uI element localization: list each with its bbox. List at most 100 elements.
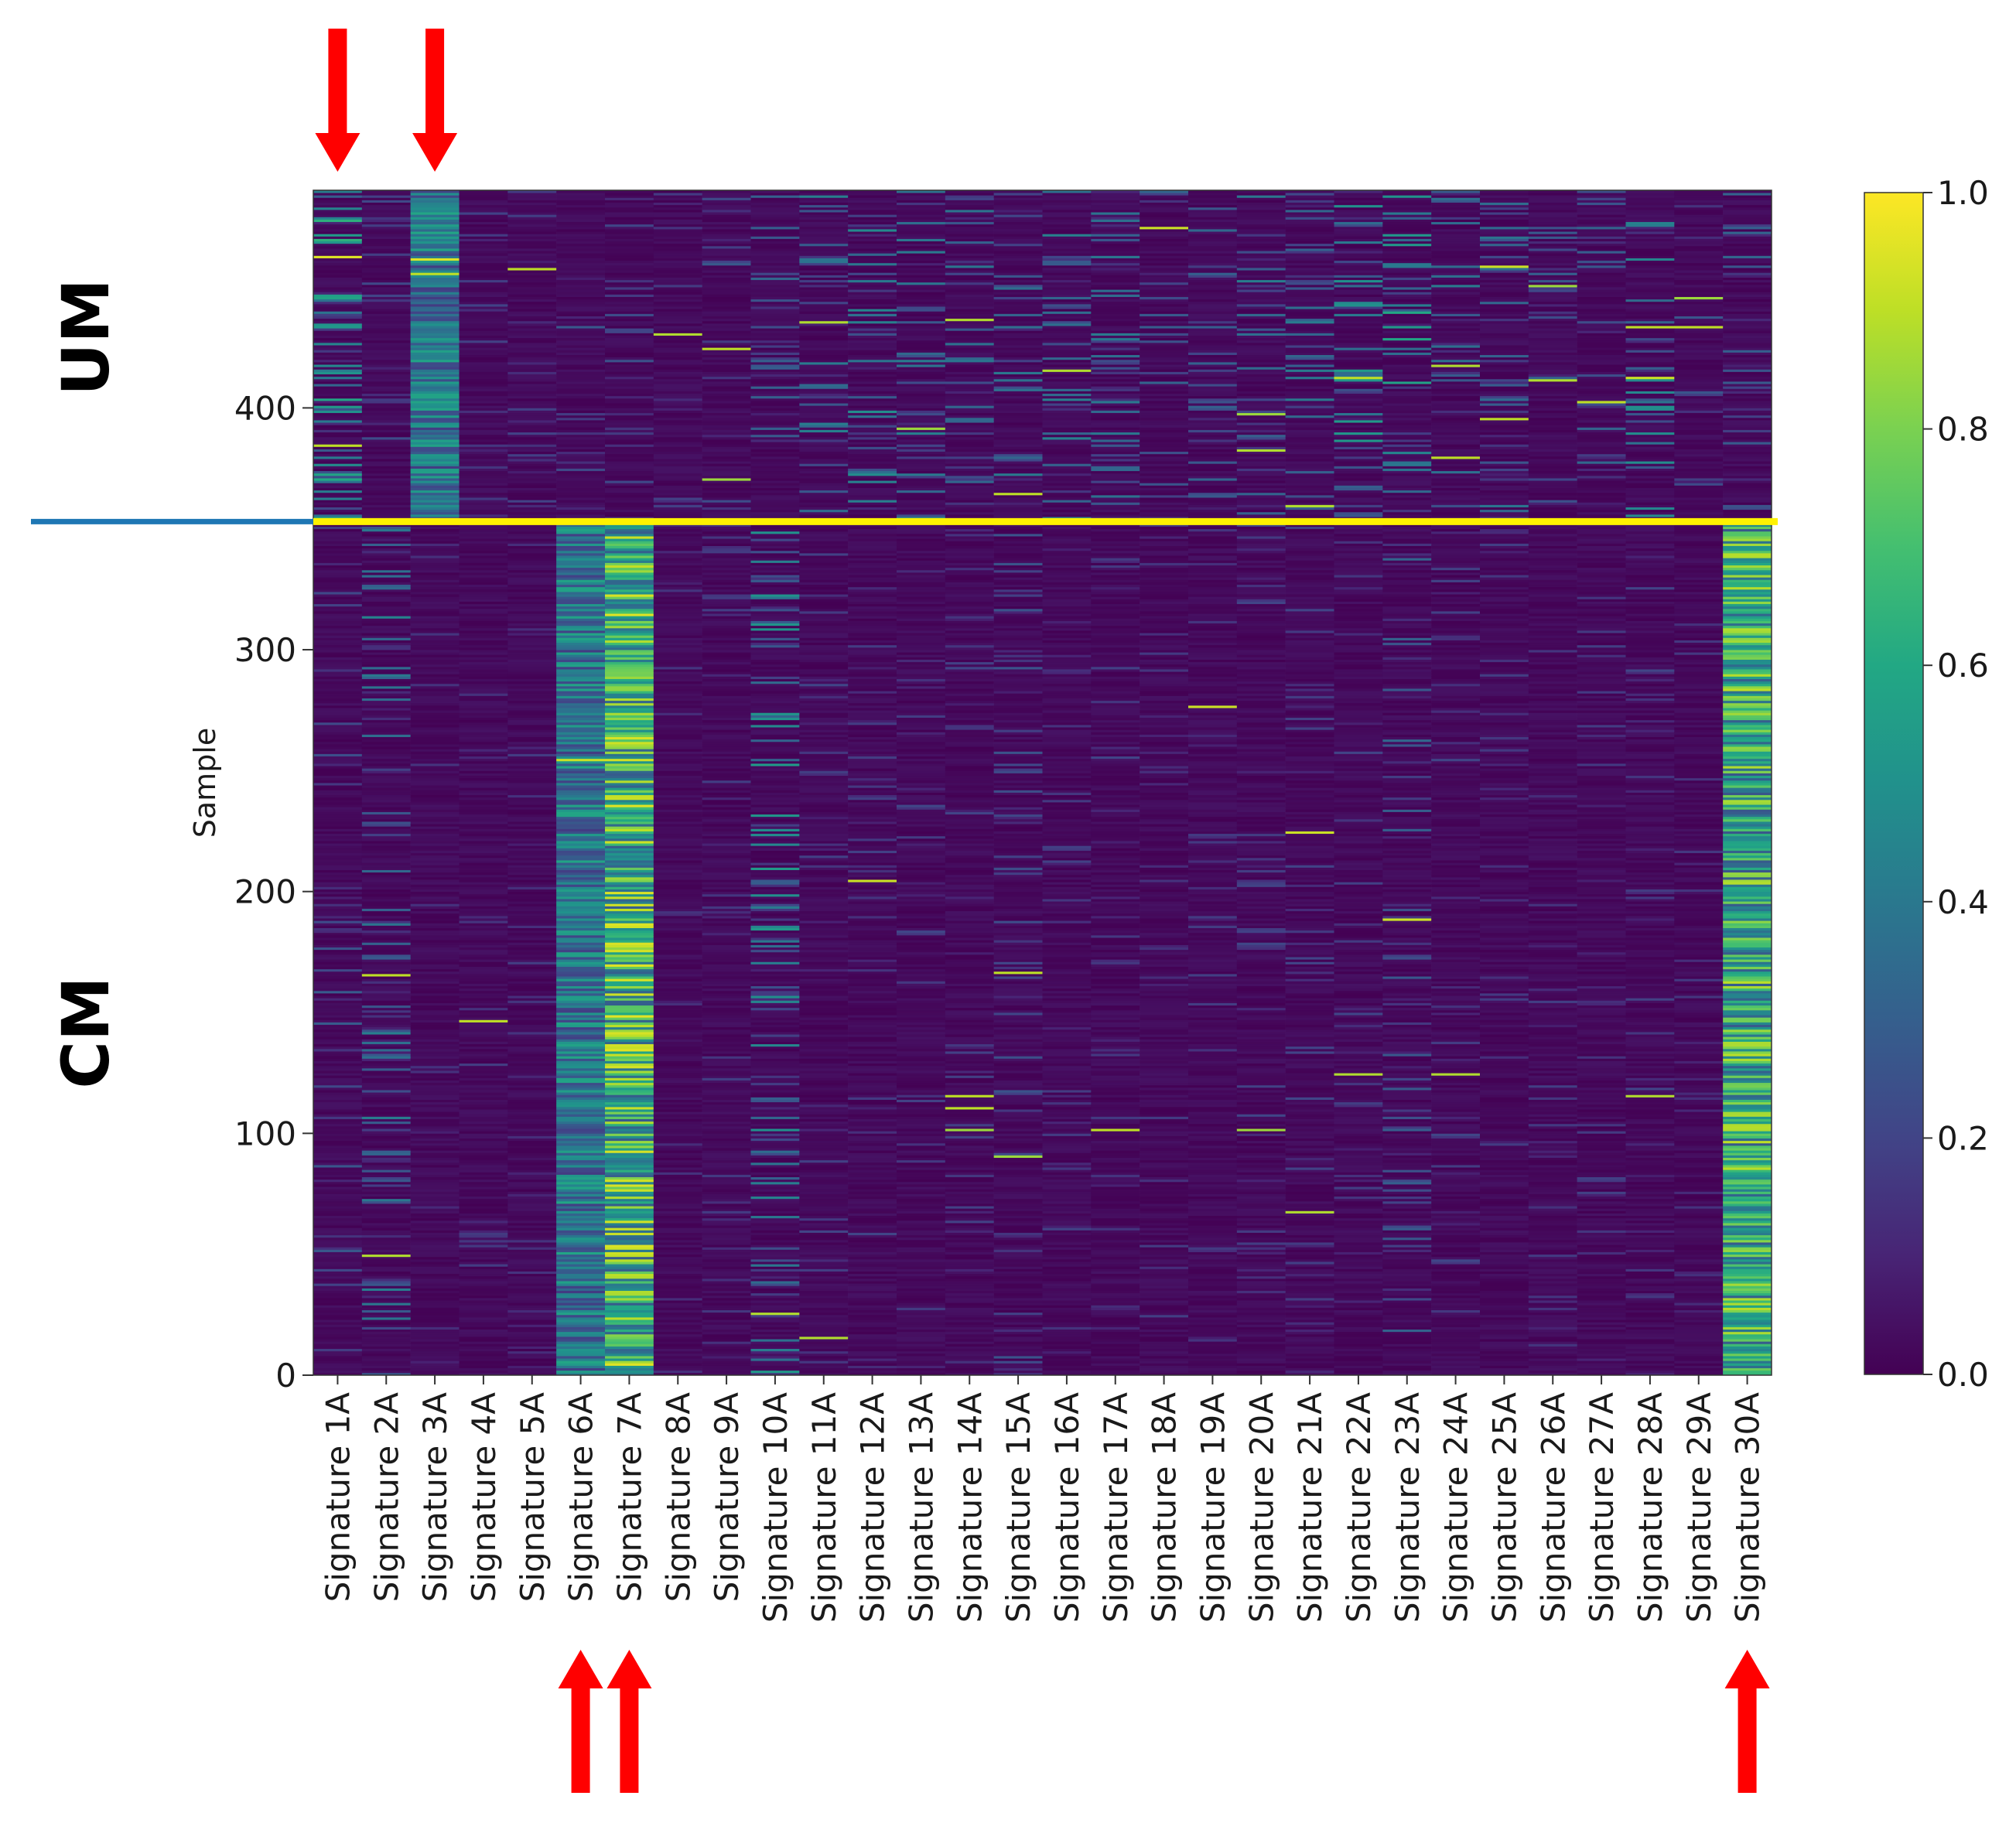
heatmap-cell [556, 245, 606, 249]
heatmap-cell [556, 893, 606, 897]
heatmap-cell [653, 818, 702, 822]
heatmap-cell [313, 1215, 363, 1219]
heatmap-cell [410, 906, 460, 909]
heatmap-cell [361, 1281, 411, 1284]
heatmap-cell [459, 620, 508, 624]
heatmap-cell [410, 792, 460, 796]
heatmap-cell [459, 773, 508, 777]
heatmap-cell [507, 814, 557, 818]
heatmap-cell [410, 468, 460, 472]
heatmap-cell [459, 966, 508, 970]
heatmap-cell [653, 219, 702, 223]
heatmap-cell [313, 533, 363, 537]
heatmap-cell [702, 756, 751, 760]
heatmap-cell [313, 541, 363, 544]
heatmap-cell [605, 964, 654, 968]
heatmap-cell [750, 691, 800, 694]
heatmap-cell [361, 1324, 411, 1327]
heatmap-cell [410, 1223, 460, 1226]
heatmap-cell [750, 959, 800, 962]
heatmap-cell [459, 920, 508, 923]
heatmap-cell [361, 359, 411, 363]
heatmap-cell [605, 1370, 654, 1374]
heatmap-cell [750, 1348, 800, 1352]
heatmap-cell [605, 1075, 654, 1078]
heatmap-cell [459, 229, 508, 232]
heatmap-cell [459, 1341, 508, 1344]
heatmap-cell [702, 763, 751, 766]
heatmap-cell [605, 543, 654, 546]
heatmap-cell [507, 1363, 557, 1366]
heatmap-cell [750, 1155, 800, 1159]
heatmap-cell [459, 282, 508, 285]
heatmap-cell [361, 524, 411, 527]
heatmap-cell [605, 483, 654, 486]
heatmap-cell [605, 219, 654, 223]
heatmap-cell [799, 1261, 849, 1265]
heatmap-cell [507, 1367, 557, 1371]
heatmap-cell [556, 197, 606, 200]
heatmap-cell [653, 1348, 702, 1352]
heatmap-cell [702, 1070, 751, 1074]
heatmap-cell [507, 347, 557, 350]
heatmap-cell [605, 855, 654, 859]
heatmap-cell [507, 923, 557, 926]
heatmap-cell [459, 1234, 508, 1238]
heatmap-cell [313, 734, 363, 737]
heatmap-cell [702, 983, 751, 987]
heatmap-cell [313, 294, 363, 297]
heatmap-cell [313, 1288, 363, 1291]
heatmap-cell [605, 1106, 654, 1110]
heatmap-cell [313, 799, 363, 803]
heatmap-cell [702, 528, 751, 532]
heatmap-cell [605, 601, 654, 605]
heatmap-cell [750, 1300, 800, 1303]
heatmap-cell [313, 841, 363, 844]
heatmap-cell [653, 299, 702, 302]
heatmap-cell [313, 1174, 363, 1178]
heatmap-cell [313, 429, 363, 433]
heatmap-cell [556, 514, 606, 517]
heatmap-cell [556, 627, 606, 631]
heatmap-cell [361, 1363, 411, 1366]
heatmap-cell [313, 835, 363, 839]
heatmap-cell [702, 1196, 751, 1200]
heatmap-cell [459, 681, 508, 684]
heatmap-cell [361, 1295, 411, 1299]
heatmap-cell [459, 1125, 508, 1129]
heatmap-cell [313, 1331, 363, 1335]
heatmap-cell [653, 838, 702, 842]
heatmap-cell [507, 1036, 557, 1040]
heatmap-cell [507, 642, 557, 646]
heatmap-cell [556, 874, 606, 878]
heatmap-cell [702, 1167, 751, 1170]
heatmap-cell [507, 915, 557, 919]
heatmap-cell [605, 1131, 654, 1134]
heatmap-cell [410, 1012, 460, 1016]
heatmap-cell [507, 1314, 557, 1318]
heatmap-cell [556, 1324, 606, 1327]
heatmap-cell [507, 1217, 557, 1221]
heatmap-cell [750, 1200, 800, 1204]
heatmap-cell [653, 326, 702, 329]
heatmap-cell [702, 1000, 751, 1003]
heatmap-cell [750, 1032, 800, 1035]
heatmap-cell [556, 401, 606, 404]
heatmap-cell [653, 1157, 702, 1161]
heatmap-cell [605, 693, 654, 696]
heatmap-cell [459, 1150, 508, 1153]
heatmap-cell [361, 311, 411, 314]
heatmap-cell [653, 1230, 702, 1233]
heatmap-cell [459, 1075, 508, 1078]
heatmap-cell [750, 799, 800, 803]
heatmap-cell [605, 751, 654, 754]
heatmap-cell [605, 637, 654, 640]
heatmap-cell [799, 1295, 849, 1299]
heatmap-cell [702, 1106, 751, 1110]
heatmap-cell [750, 749, 800, 752]
heatmap-cell [605, 463, 654, 466]
heatmap-cell [702, 313, 751, 316]
heatmap-cell [459, 899, 508, 902]
heatmap-cell [459, 1017, 508, 1020]
heatmap-cell [605, 461, 654, 464]
